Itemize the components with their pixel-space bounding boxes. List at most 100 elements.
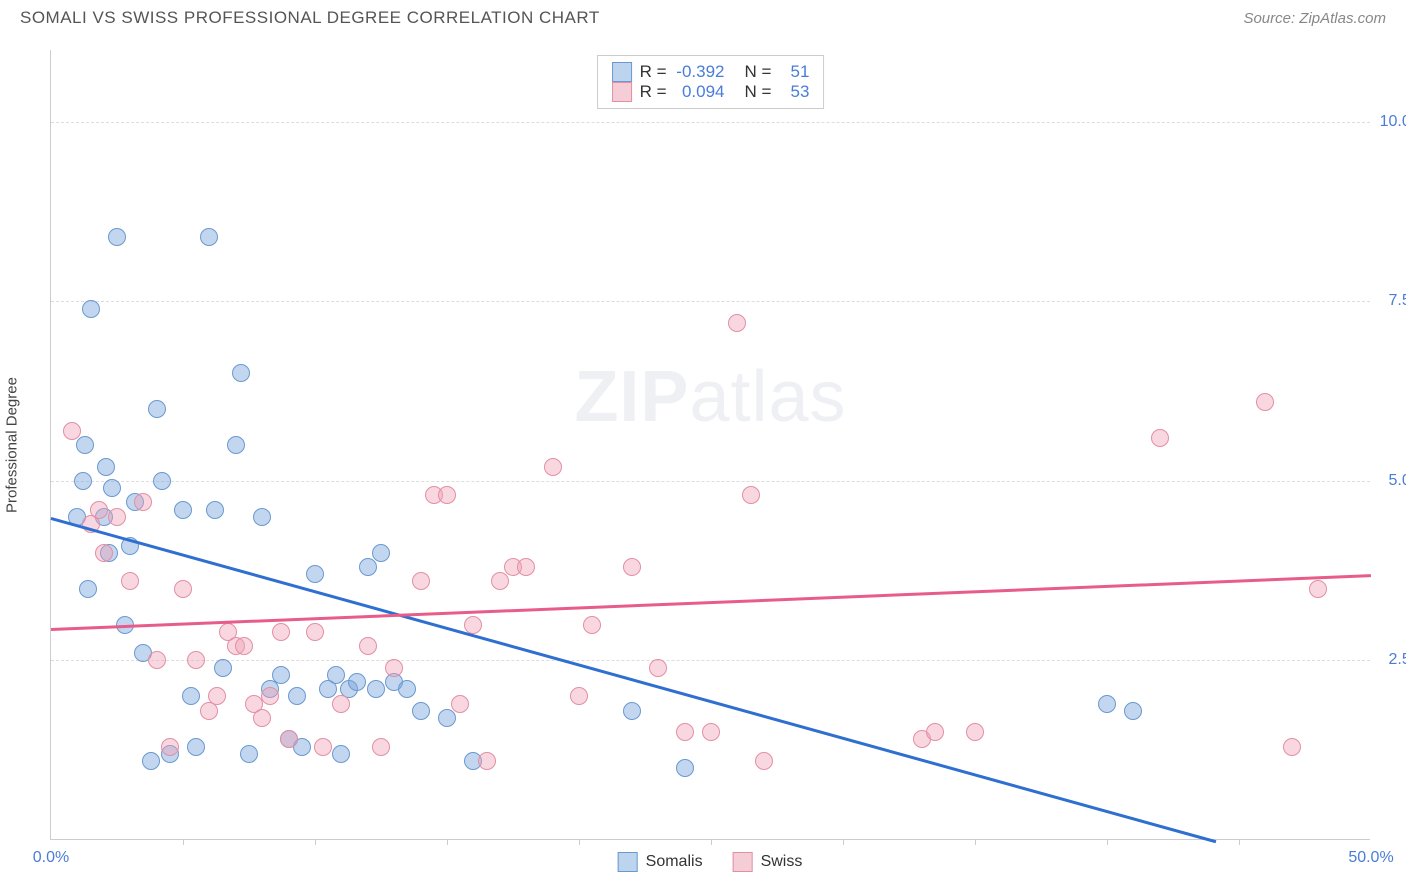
- legend-swatch: [612, 82, 632, 102]
- scatter-point: [314, 738, 332, 756]
- scatter-point: [649, 659, 667, 677]
- chart-title: SOMALI VS SWISS PROFESSIONAL DEGREE CORR…: [20, 8, 600, 28]
- legend-r-label: R =: [640, 62, 667, 82]
- source-label: Source: ZipAtlas.com: [1243, 10, 1386, 27]
- scatter-point: [272, 666, 290, 684]
- gridline: [51, 481, 1370, 482]
- plot-area: ZIPatlas R = -0.392N = 51R = 0.094N = 53…: [50, 50, 1370, 840]
- scatter-point: [63, 422, 81, 440]
- x-tick-label: 50.0%: [1348, 849, 1393, 867]
- scatter-point: [76, 436, 94, 454]
- y-tick-label: 2.5%: [1389, 651, 1406, 669]
- gridline: [51, 301, 1370, 302]
- scatter-point: [103, 479, 121, 497]
- legend-swatch: [612, 62, 632, 82]
- scatter-point: [174, 501, 192, 519]
- scatter-point: [261, 687, 279, 705]
- scatter-point: [79, 580, 97, 598]
- scatter-point: [385, 659, 403, 677]
- scatter-point: [623, 558, 641, 576]
- scatter-point: [398, 680, 416, 698]
- x-tick-mark: [1107, 839, 1108, 845]
- scatter-point: [348, 673, 366, 691]
- y-tick-label: 5.0%: [1389, 472, 1406, 490]
- legend-bottom: Somalis Swiss: [618, 852, 803, 872]
- legend-n-value: 53: [779, 82, 809, 102]
- scatter-point: [153, 472, 171, 490]
- scatter-point: [623, 702, 641, 720]
- scatter-point: [187, 651, 205, 669]
- legend-n-label: N =: [745, 62, 772, 82]
- legend-top: R = -0.392 N = 51 R = 0.094 N = 53: [597, 55, 825, 109]
- legend-r-label: R =: [640, 82, 667, 102]
- scatter-point: [517, 558, 535, 576]
- scatter-point: [451, 695, 469, 713]
- scatter-point: [412, 572, 430, 590]
- x-tick-mark: [447, 839, 448, 845]
- scatter-point: [82, 300, 100, 318]
- legend-row: R = 0.094 N = 53: [612, 82, 810, 102]
- scatter-point: [583, 616, 601, 634]
- scatter-point: [728, 314, 746, 332]
- scatter-point: [142, 752, 160, 770]
- legend-swatch: [733, 852, 753, 872]
- scatter-point: [755, 752, 773, 770]
- scatter-point: [367, 680, 385, 698]
- scatter-point: [74, 472, 92, 490]
- scatter-point: [232, 364, 250, 382]
- scatter-point: [372, 738, 390, 756]
- y-tick-label: 10.0%: [1380, 113, 1406, 131]
- legend-r-value: -0.392: [675, 62, 725, 82]
- scatter-point: [272, 623, 290, 641]
- legend-label: Swiss: [761, 853, 803, 871]
- gridline: [51, 122, 1370, 123]
- scatter-point: [412, 702, 430, 720]
- legend-label: Somalis: [646, 853, 703, 871]
- scatter-point: [702, 723, 720, 741]
- scatter-point: [253, 709, 271, 727]
- legend-row: R = -0.392 N = 51: [612, 62, 810, 82]
- scatter-point: [544, 458, 562, 476]
- x-tick-mark: [975, 839, 976, 845]
- scatter-point: [306, 565, 324, 583]
- legend-item: Somalis: [618, 852, 703, 872]
- scatter-point: [966, 723, 984, 741]
- scatter-point: [288, 687, 306, 705]
- scatter-point: [227, 436, 245, 454]
- scatter-point: [359, 558, 377, 576]
- legend-r-value: 0.094: [675, 82, 725, 102]
- scatter-point: [134, 493, 152, 511]
- scatter-point: [306, 623, 324, 641]
- scatter-point: [438, 486, 456, 504]
- scatter-point: [214, 659, 232, 677]
- scatter-point: [182, 687, 200, 705]
- scatter-point: [676, 723, 694, 741]
- scatter-point: [200, 228, 218, 246]
- legend-n-value: 51: [779, 62, 809, 82]
- scatter-point: [478, 752, 496, 770]
- scatter-point: [332, 745, 350, 763]
- scatter-point: [235, 637, 253, 655]
- scatter-point: [359, 637, 377, 655]
- x-tick-mark: [183, 839, 184, 845]
- scatter-point: [464, 616, 482, 634]
- x-tick-mark: [711, 839, 712, 845]
- x-tick-mark: [1239, 839, 1240, 845]
- scatter-point: [438, 709, 456, 727]
- scatter-point: [90, 501, 108, 519]
- scatter-point: [161, 738, 179, 756]
- scatter-point: [280, 730, 298, 748]
- y-axis-label: Professional Degree: [4, 377, 21, 513]
- x-tick-mark: [843, 839, 844, 845]
- scatter-point: [97, 458, 115, 476]
- scatter-point: [187, 738, 205, 756]
- legend-n-label: N =: [745, 82, 772, 102]
- legend-item: Swiss: [733, 852, 803, 872]
- scatter-point: [327, 666, 345, 684]
- gridline: [51, 660, 1370, 661]
- scatter-point: [148, 400, 166, 418]
- scatter-point: [121, 572, 139, 590]
- legend-swatch: [618, 852, 638, 872]
- x-tick-mark: [315, 839, 316, 845]
- scatter-point: [1151, 429, 1169, 447]
